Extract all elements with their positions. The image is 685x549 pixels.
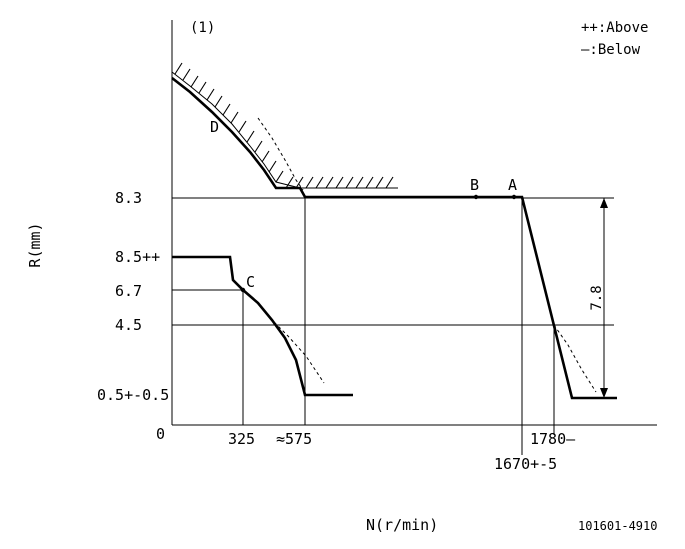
point-a-marker — [511, 194, 517, 200]
x-axis-label: N(r/min) — [366, 516, 438, 534]
y-axis-label: R(mm) — [26, 222, 44, 267]
origin-label: 0 — [156, 425, 165, 443]
dimension-arrow-top — [600, 198, 608, 208]
y-tick-8-3: 8.3 — [115, 189, 142, 207]
point-c-marker — [240, 287, 246, 293]
x-tick-575: ≈575 — [276, 430, 312, 448]
upper-curve-d — [171, 76, 617, 400]
point-d-label: D — [210, 118, 219, 136]
point-b-label: B — [470, 176, 479, 194]
legend-below: —:Below — [581, 42, 641, 58]
upper-dashed-line — [257, 117, 304, 191]
y-tick-0-5: 0.5+-0.5 — [97, 386, 169, 404]
right-dashed-line — [553, 324, 597, 393]
y-tick-6-7: 6.7 — [115, 282, 142, 300]
point-a-label: A — [508, 176, 517, 194]
dimension-label: 7.8 — [589, 285, 605, 310]
dimension-arrow-bottom — [600, 388, 608, 398]
lower-dashed-line — [269, 317, 325, 384]
point-c-label: C — [246, 273, 255, 291]
x-tick-1780: 1780— — [530, 430, 576, 448]
figure-number: (1) — [190, 20, 215, 36]
hatching — [174, 62, 394, 189]
y-tick-8-5: 8.5++ — [115, 248, 160, 266]
x-tick-325: 325 — [228, 430, 255, 448]
drawing-code: 101601-4910 — [578, 519, 657, 533]
lower-curve-c — [172, 255, 353, 397]
point-b-marker — [473, 194, 479, 200]
y-tick-4-5: 4.5 — [115, 316, 142, 334]
x-tick-1670: 1670+-5 — [494, 455, 557, 473]
stopper-boundary — [171, 71, 301, 189]
legend-above: ++:Above — [581, 20, 648, 36]
